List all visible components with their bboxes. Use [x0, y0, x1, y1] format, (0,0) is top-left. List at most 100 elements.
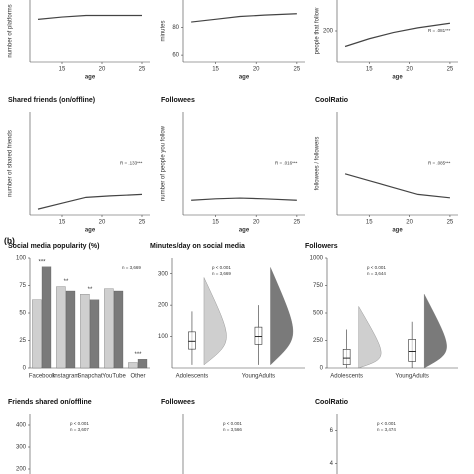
- y-tick-label: 500: [313, 311, 324, 317]
- y-axis-label: people that follow: [315, 7, 321, 54]
- y-tick-label: 100: [158, 334, 169, 340]
- y-axis-label: minutes: [161, 20, 167, 41]
- y-tick-label: 750: [313, 283, 324, 289]
- x-tick-label: 25: [139, 220, 146, 226]
- x-tick-label: 20: [99, 220, 106, 226]
- trend-line: [191, 197, 297, 201]
- y-tick-label: 200: [323, 29, 334, 35]
- annotation: R = .016***: [275, 161, 298, 166]
- y-tick-label: 80: [172, 25, 179, 31]
- x-tick-label: 20: [406, 220, 413, 226]
- trend-line: [344, 173, 450, 199]
- annotation: R = .081***: [428, 28, 451, 33]
- annotation: p < 0.001: [223, 421, 242, 426]
- chart-title: Followees: [161, 97, 195, 104]
- x-tick-label: YoungAdults: [242, 374, 275, 380]
- x-tick-label: Adolescents: [176, 374, 209, 380]
- significance: ***: [38, 259, 46, 265]
- x-tick-label: 25: [139, 67, 146, 73]
- annotation: R = .133***: [120, 161, 143, 166]
- y-tick-label: 4: [330, 461, 334, 467]
- trend-line: [37, 193, 143, 210]
- y-tick-label: 400: [16, 423, 27, 429]
- y-axis-label: followees / followers: [315, 137, 321, 191]
- annotation: p < 0.001: [70, 421, 89, 426]
- chart-title: Followers: [305, 243, 338, 250]
- bar: [65, 290, 76, 369]
- x-axis-label: age: [85, 75, 96, 81]
- x-tick-label: 20: [253, 67, 260, 73]
- x-axis-label: age: [239, 228, 250, 234]
- y-tick-label: 75: [19, 283, 26, 289]
- chart-title: CoolRatio: [315, 97, 348, 104]
- x-tick-label: YoungAdults: [395, 374, 428, 380]
- bar: [80, 294, 90, 369]
- x-tick-label: 15: [366, 220, 373, 226]
- chart-title: Minutes/day on social media: [150, 243, 245, 250]
- x-tick-label: Facebook: [29, 374, 56, 380]
- annotation: n = 3,644: [367, 271, 386, 276]
- bar: [56, 286, 66, 369]
- x-tick-label: 25: [447, 67, 454, 73]
- annotation: n = 3,669: [212, 271, 231, 276]
- y-tick-label: 100: [16, 256, 27, 262]
- y-tick-label: 0: [23, 366, 27, 372]
- x-tick-label: 20: [99, 67, 106, 73]
- y-axis-label: number of people you follow: [161, 125, 167, 201]
- density: [203, 277, 227, 366]
- y-axis-label: number of platforms: [8, 4, 14, 57]
- x-axis-label: age: [392, 228, 403, 234]
- trend-line: [37, 14, 142, 20]
- y-tick-label: 60: [172, 53, 179, 59]
- x-tick-label: 15: [59, 220, 66, 226]
- y-axis-label: number of shared friends: [8, 130, 14, 197]
- bar: [89, 299, 100, 369]
- box: [342, 348, 351, 365]
- y-tick-label: 0: [320, 366, 324, 372]
- y-tick-label: 250: [313, 338, 324, 344]
- annotation: R = .085***: [428, 161, 451, 166]
- x-tick-label: Snapchat: [77, 374, 103, 380]
- annotation: p < 0.001: [377, 421, 396, 426]
- bar: [128, 362, 138, 369]
- x-tick-label: 20: [253, 220, 260, 226]
- trend-line: [191, 13, 297, 23]
- chart-title: Followees: [161, 399, 195, 406]
- chart-title: Shared friends (on/offline): [8, 97, 95, 104]
- y-tick-label: 25: [19, 338, 26, 344]
- significance: **: [88, 287, 93, 293]
- y-tick-label: 200: [16, 467, 27, 473]
- density: [358, 305, 382, 369]
- box: [188, 331, 196, 350]
- x-axis-label: age: [85, 228, 96, 234]
- y-tick-label: 300: [158, 271, 169, 277]
- x-tick-label: Other: [130, 374, 145, 380]
- x-tick-label: 15: [59, 67, 66, 73]
- density: [270, 267, 293, 366]
- bar: [113, 290, 124, 369]
- x-axis-label: age: [392, 75, 403, 81]
- x-tick-label: 25: [294, 67, 301, 73]
- significance: **: [64, 279, 69, 285]
- bar: [137, 359, 148, 369]
- chart-title: CoolRatio: [315, 399, 348, 406]
- x-tick-label: 25: [294, 220, 301, 226]
- annotation: n = 3,669: [122, 265, 141, 270]
- box: [408, 339, 416, 362]
- annotation: n = 3,566: [223, 427, 242, 432]
- annotation: n = 3,474: [377, 427, 396, 432]
- x-tick-label: Instagram: [53, 374, 80, 380]
- bar: [41, 266, 52, 369]
- x-tick-label: 15: [212, 220, 219, 226]
- density: [424, 294, 447, 369]
- chart-title: Social media popularity (%): [8, 243, 99, 250]
- box: [254, 326, 263, 345]
- chart-title: Friends shared on/offline: [8, 399, 92, 406]
- x-tick-label: Adolescents: [330, 374, 363, 380]
- x-tick-label: 25: [447, 220, 454, 226]
- significance: ***: [134, 352, 142, 358]
- x-tick-label: 15: [366, 67, 373, 73]
- bar: [32, 299, 42, 369]
- x-tick-label: 20: [406, 67, 413, 73]
